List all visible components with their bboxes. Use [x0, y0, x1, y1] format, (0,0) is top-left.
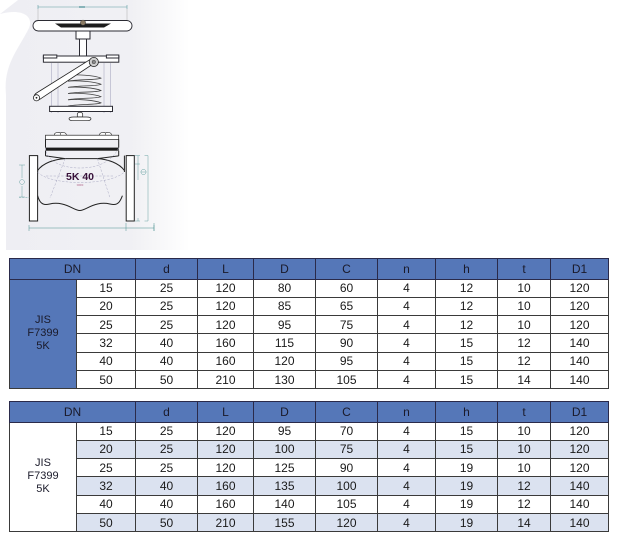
svg-text:5K 40: 5K 40: [66, 171, 94, 183]
svg-text:≈≈≈: ≈≈≈: [77, 183, 84, 188]
